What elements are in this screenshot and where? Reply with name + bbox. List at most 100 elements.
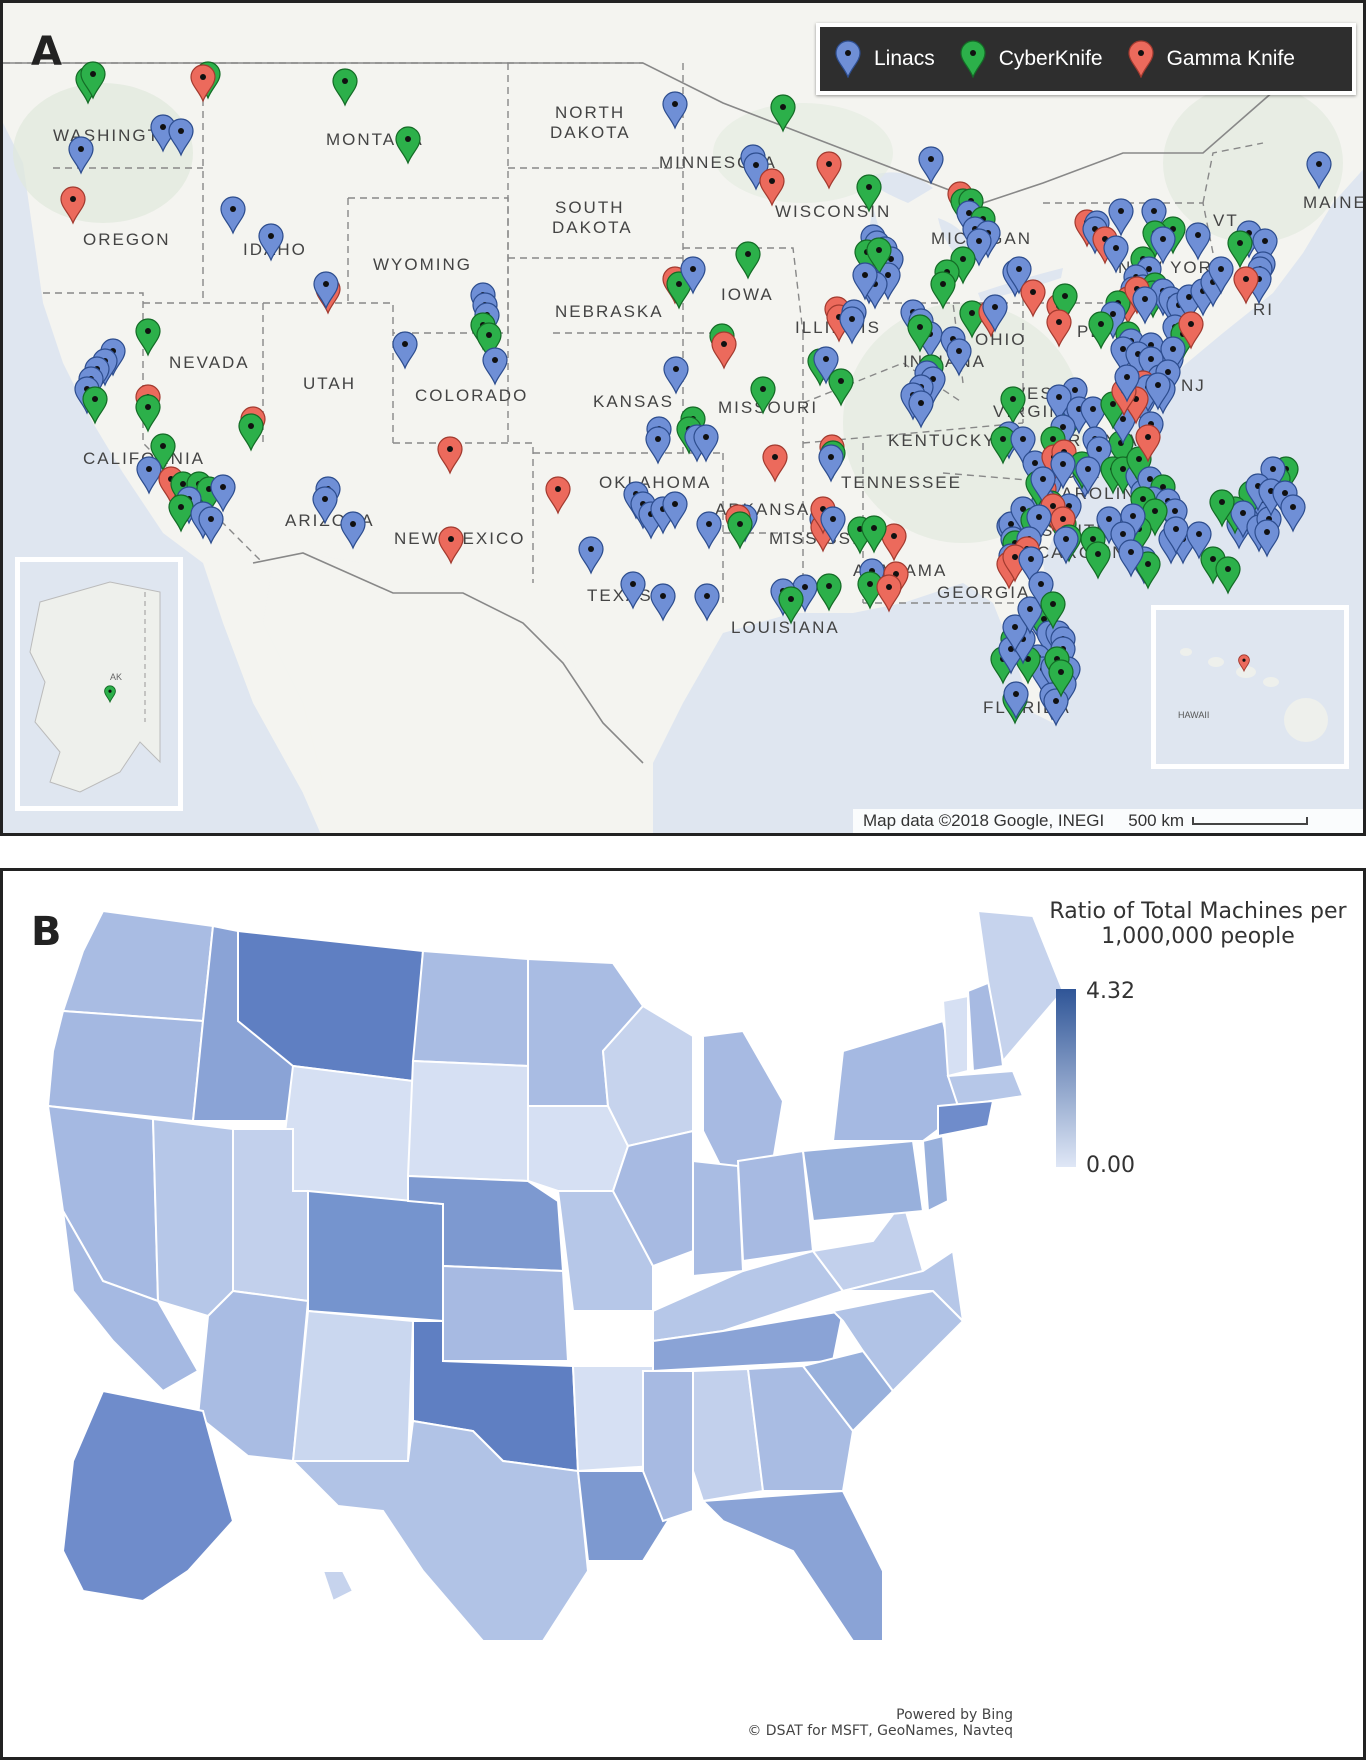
linac-marker — [312, 486, 338, 525]
alaska-inset-map: AK — [29, 581, 161, 793]
state-borders — [3, 62, 1264, 604]
state-label-kentucky: KENTUCKY — [888, 431, 997, 450]
state-label-colorado: COLORADO — [415, 386, 528, 405]
legend-label-gamma-knife: Gamma Knife — [1166, 47, 1295, 70]
alaska-inset: AK — [15, 557, 183, 811]
linac-marker — [1208, 256, 1234, 295]
linac-marker — [1186, 521, 1212, 560]
cyberknife-marker — [828, 368, 854, 407]
linac-marker — [662, 491, 688, 530]
state-ohio — [736, 1149, 815, 1263]
state-indiana — [692, 1159, 745, 1278]
linac-marker — [650, 583, 676, 622]
gamma-knife-marker — [711, 331, 737, 370]
linac-marker — [1114, 364, 1140, 403]
linac-marker — [1160, 336, 1186, 375]
hawaii-gamma-knife-marker — [1238, 654, 1250, 673]
state-illinois — [611, 1129, 694, 1268]
state-north-dakota — [411, 949, 529, 1068]
gamma-knife-marker — [876, 574, 902, 613]
linac-marker — [982, 294, 1008, 333]
linac-marker — [1080, 396, 1106, 435]
linac-marker — [662, 91, 688, 130]
cyberknife-marker — [82, 386, 108, 425]
cyberknife-marker — [750, 376, 776, 415]
linac-marker — [578, 536, 604, 575]
state-iowa — [527, 1105, 630, 1192]
state-label-tennessee: TENNESSEE — [841, 473, 962, 492]
state-west-virginia — [811, 1198, 925, 1293]
cyberknife-marker — [816, 573, 842, 612]
lake-superior — [863, 172, 933, 203]
cyberknife-marker — [666, 271, 692, 310]
state-shapes — [46, 909, 1065, 1642]
map-credit: Powered by Bing © DSAT for MSFT, GeoName… — [623, 1707, 1013, 1739]
linac-marker — [918, 146, 944, 185]
scale-bar — [1191, 817, 1308, 825]
linac-marker — [680, 256, 706, 295]
legend-min-value: 0.00 — [1086, 1153, 1135, 1178]
legend-item-cyberknife: CyberKnife — [959, 40, 1103, 78]
hawaii-label: HAWAII — [1178, 710, 1209, 720]
linac-marker — [1145, 372, 1171, 411]
state-new-jersey — [921, 1134, 950, 1213]
gamma-knife-marker — [60, 186, 86, 225]
cyberknife-marker — [150, 433, 176, 472]
state-florida — [700, 1489, 884, 1642]
legend-item-linacs: Linacs — [834, 40, 935, 78]
linac-marker — [693, 424, 719, 463]
gamma-knife-marker — [1020, 279, 1046, 318]
state-label-north: NORTH — [555, 103, 625, 122]
cyberknife-marker — [476, 322, 502, 361]
scale-indicator: 500 km — [1128, 811, 1308, 831]
machine-markers — [60, 61, 1332, 727]
legend-title-line1: Ratio of Total Machines per — [1049, 899, 1347, 924]
state-label-utah: UTAH — [303, 374, 356, 393]
cyberknife-marker — [135, 394, 161, 433]
state-label-nevada: NEVADA — [169, 353, 250, 372]
state-label-ri: RI — [1253, 300, 1274, 319]
linac-marker — [210, 474, 236, 513]
linac-marker — [1163, 516, 1189, 555]
linac-marker — [839, 306, 865, 345]
linac-marker — [1103, 235, 1129, 274]
legend-title-line2: 1,000,000 people — [1101, 924, 1295, 949]
cyberknife-marker — [1215, 556, 1241, 595]
panel-b-choropleth: B — [0, 868, 1366, 1760]
state-label-oklahoma: OKLAHOMA — [599, 473, 711, 492]
state-massachusetts — [946, 1069, 1025, 1108]
us-choropleth-map — [46, 909, 1076, 1642]
state-mississippi — [642, 1370, 694, 1523]
legend-max-value: 4.32 — [1086, 979, 1135, 1004]
linac-marker — [220, 196, 246, 235]
gamma-knife-marker — [1135, 424, 1161, 463]
linac-marker — [1017, 596, 1043, 635]
credit-powered-by: Powered by Bing — [896, 1707, 1013, 1723]
cyberknife-marker — [735, 241, 761, 280]
state-label-iowa: IOWA — [721, 285, 774, 304]
land-area — [3, 3, 1363, 793]
state-label-louisiana: LOUISIANA — [731, 618, 840, 637]
state-connecticut — [937, 1099, 995, 1138]
gamma-knife-marker — [1046, 309, 1072, 348]
linac-marker — [340, 511, 366, 550]
cyberknife-marker — [168, 494, 194, 533]
cyberknife-marker — [778, 586, 804, 625]
state-wyoming — [276, 1064, 415, 1203]
gamma-knife-marker — [762, 444, 788, 483]
cyberknife-marker — [395, 126, 421, 165]
state-oregon — [46, 1009, 205, 1123]
state-label-nebraska: NEBRASKA — [555, 302, 664, 321]
state-label-dakota: DAKOTA — [552, 218, 633, 237]
state-label-wisconsin: WISCONSIN — [775, 202, 891, 221]
linac-marker — [1252, 228, 1278, 267]
mexico-land — [263, 553, 653, 833]
cyberknife-marker — [1048, 659, 1074, 698]
forest-nw — [13, 83, 193, 223]
linac-marker — [1254, 519, 1280, 558]
forest-ne — [1163, 83, 1343, 243]
panel-b-letter: B — [31, 909, 62, 955]
linac-marker — [1150, 226, 1176, 265]
linac-marker — [908, 390, 934, 429]
state-nevada — [151, 1117, 234, 1318]
